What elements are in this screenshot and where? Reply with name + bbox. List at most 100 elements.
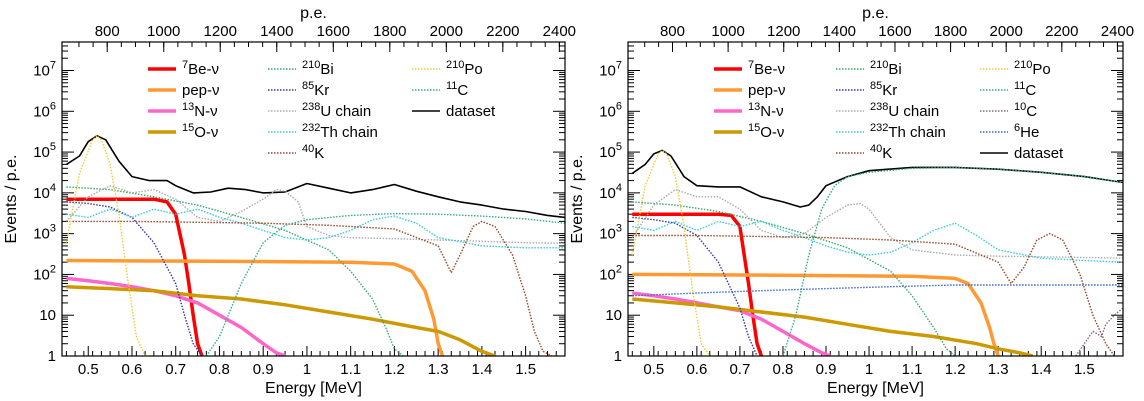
chart1-x2-tick-label: 800 [95,23,120,40]
chart1-y-tick-label: 105 [33,141,56,161]
chart1-x2-tick-label: 1200 [204,23,237,40]
chart1-y-tick-label: 103 [33,223,56,243]
chart1-x2-axis-title: p.e. [300,5,327,22]
chart2-legend-label-7be: 7Be-ν [748,59,785,78]
chart2-legend-label-10c: 10C [1014,101,1037,120]
chart2-x-axis: 0.5 0.6 0.7 0.8 0.9 1 1.1 1.2 1.3 1.4 1.5 [631,346,1115,378]
chart1-series-bi [66,186,404,356]
chart1-series-k [66,220,553,356]
chart2-legend-label-6he: 6He [1014,122,1039,141]
chart2-y-tick-label: 105 [599,141,622,161]
chart2-legend-label-40k: 40K [870,143,892,162]
chart2-y-tick-label: 104 [599,182,622,202]
chart1-series-u-chain [65,184,565,244]
chart2-legend-label-11c: 11C [1014,80,1036,99]
chart2-y-axis: 1 10 102 103 104 105 106 107 [599,41,1123,365]
chart2-y-tick-label: 1 [614,348,622,365]
chart1-x-tick-label: 0.7 [165,361,186,378]
chart2-y-tick-label: 102 [599,263,622,283]
chart2-x-axis-title: Energy [MeV] [827,380,924,397]
chart2-series-kr [632,216,758,356]
chart1-legend-label-85kr: 85Kr [302,80,329,99]
chart2-x-tick-label: 1.5 [1074,361,1095,378]
chart2-legend-label-pep: pep-ν [748,82,786,99]
chart1-y-axis-title: Events / p.e. [3,155,20,244]
chart1-y-tick-label: 102 [33,263,56,283]
chart2-x-tick-label: 0.6 [686,361,707,378]
chart1-x2-tick-label: 1600 [317,23,350,40]
chart1-y-tick-label: 1 [48,348,56,365]
chart2-series-u-chain [631,188,1123,259]
chart1-x-tick-label: 0.6 [122,361,143,378]
chart1-legend: 7Be-ν pep-ν 13N-ν 15O-ν 210Bi 85Kr 238U chain 2… [148,59,496,162]
chart1-x-tick-label: 1.1 [340,361,361,378]
chart1-group: 1 10 102 103 104 105 106 107 0.5 0.6 0.7 0.8 0.9 1 1.1… [3,5,576,397]
chart1-plot-frame [61,41,566,357]
chart2-x-tick-label: 1.3 [988,361,1009,378]
chart2-x2-tick-label: 1400 [823,23,856,40]
chart2-x-tick-label: 1.4 [1031,361,1052,378]
chart1-series-group [65,135,565,356]
chart1-series-o [66,284,496,356]
chart2-series-k [632,232,1115,356]
chart1-x-axis-title: Energy [MeV] [265,380,362,397]
chart2-y-tick-label: 103 [599,223,622,243]
chart2-x2-tick-label: 1000 [711,23,744,40]
chart1-legend-label-7be: 7Be-ν [182,59,219,78]
chart1-y-tick-label: 107 [33,60,56,80]
chart2-x-tick-label: 0.7 [729,361,750,378]
chart2-legend-label-238u-chain: 238U chain [870,101,939,120]
chart2-x-tick-label: 1.2 [945,361,966,378]
chart1-legend-label-11c: 11C [446,80,468,99]
chart2-x2-tick-label: 2400 [1101,23,1134,40]
chart2-series-o [632,297,1034,356]
chart2-legend-label-232th-chain: 232Th chain [870,122,946,141]
chart1-series-be [66,197,204,356]
chart1-x-tick-label: 0.9 [253,361,274,378]
chart2-x2-tick-label: 1200 [767,23,800,40]
chart1-x-tick-label: 1.5 [515,361,536,378]
chart1-legend-label-40k: 40K [302,143,324,162]
chart2-legend-label-85kr: 85Kr [870,80,897,99]
chart1-x2-tick-label: 2400 [543,23,576,40]
chart2-series-bi [632,201,956,356]
chart2-legend-label-15o: 15O-ν [748,122,784,141]
chart2-legend-label-210po: 210Po [1014,59,1051,78]
chart1-series-po [65,135,146,356]
chart1-legend-label-238u-chain: 238U chain [302,101,371,120]
chart2-series-group [631,149,1123,356]
chart2-series-be [632,212,764,356]
chart2-x2-tick-label: 2000 [990,23,1023,40]
chart2-x2-tick-label: 2200 [1045,23,1078,40]
chart1-x2-tick-label: 1000 [147,23,180,40]
chart1-legend-label-13n: 13N-ν [182,101,218,120]
chart1-x-tick-label: 1.2 [384,361,405,378]
chart1-x2-tick-label: 1800 [373,23,406,40]
chart2-x2-axis-title: p.e. [862,5,889,22]
chart2-x2-axis: 800 1000 1200 1400 1600 1800 2000 2200 2400 [644,23,1134,52]
chart2-y-tick-label: 10 [605,307,622,324]
chart1-x-tick-label: 0.5 [78,361,99,378]
chart2-x-tick-label: 0.8 [773,361,794,378]
chart1-series-dataset [65,135,565,219]
chart1-legend-label-pep: pep-ν [182,82,220,99]
chart2-y-axis-title: Events / p.e. [569,155,586,244]
chart2-series-po [631,149,711,356]
chart2-x2-tick-label: 1600 [878,23,911,40]
chart1-x2-tick-label: 1400 [260,23,293,40]
chart2-plot-frame [627,41,1124,357]
chart1-legend-label-232th-chain: 232Th chain [302,122,378,141]
chart2-series-c [782,166,1123,356]
chart2-y-tick-label: 107 [599,60,622,80]
chart2-x2-tick-label: 800 [660,23,685,40]
chart1-legend-label-210bi: 210Bi [302,59,334,78]
chart2-y-tick-label: 106 [599,100,622,120]
chart2-legend: 7Be-ν pep-ν 13N-ν 15O-ν 210Bi 85Kr 238U chain 2… [714,59,1064,162]
chart1-x-tick-label: 0.8 [209,361,230,378]
chart2-x-tick-label: 0.5 [643,361,664,378]
chart2-x-tick-label: 0.9 [816,361,837,378]
chart2-series-he [632,284,1123,297]
chart1-x-tick-label: 1.4 [471,361,492,378]
